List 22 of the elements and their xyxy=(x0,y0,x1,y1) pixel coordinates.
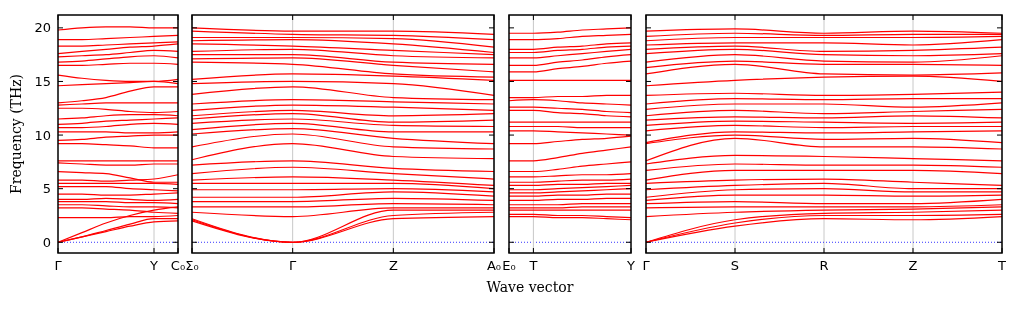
x-tick-label: Z xyxy=(908,258,918,273)
x-tick-label: R xyxy=(819,258,829,273)
x-tick-label: Σ₀ xyxy=(185,258,199,273)
x-tick-label: T xyxy=(528,258,538,273)
x-tick-label: Γ xyxy=(54,258,63,273)
x-tick-label: A₀ xyxy=(486,258,502,273)
x-tick-label: Y xyxy=(149,258,159,273)
y-tick-label: 20 xyxy=(34,20,51,36)
y-tick-label: 10 xyxy=(34,127,51,143)
x-axis-title: Wave vector xyxy=(486,279,574,295)
y-tick-label: 5 xyxy=(42,181,51,197)
x-tick-label: Z xyxy=(388,258,398,273)
y-axis-title: Frequency (THz) xyxy=(8,73,24,195)
y-tick-label: 0 xyxy=(42,234,51,250)
y-tick-label: 15 xyxy=(34,74,51,90)
x-tick-label: T xyxy=(997,258,1007,273)
x-tick-label: E₀ xyxy=(502,258,516,273)
x-tick-label: S xyxy=(730,258,740,273)
x-tick-label: C₀ xyxy=(170,258,186,273)
x-tick-label: Γ xyxy=(289,258,298,273)
x-tick-label: Γ xyxy=(642,258,651,273)
x-tick-label: Y xyxy=(626,258,636,273)
